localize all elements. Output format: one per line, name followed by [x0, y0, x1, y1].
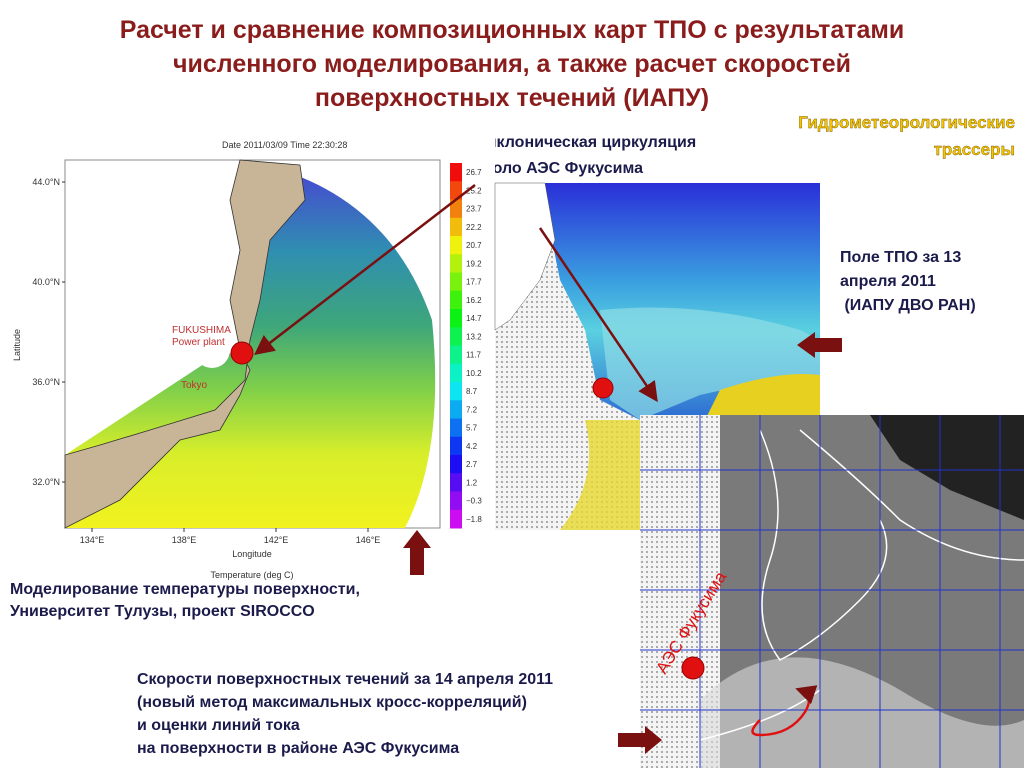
connector-arrow	[254, 184, 476, 356]
connector-arrow	[538, 227, 658, 403]
title-line: поверхностных течений (ИАПУ)	[315, 84, 709, 112]
colorbar-label: 23.7	[466, 205, 482, 214]
x-tick-label: 142°E	[264, 535, 289, 545]
colorbar-label: 7.2	[466, 405, 478, 414]
y-tick-label: 36.0°N	[32, 377, 60, 387]
colorbar-cell	[450, 163, 462, 182]
colorbar-cell	[450, 345, 462, 365]
plant-marker	[681, 656, 705, 680]
x-axis-label: Longitude	[232, 549, 272, 559]
land	[64, 159, 306, 529]
colorbar-title: Temperature (deg C)	[210, 570, 293, 580]
colorbar-label: 17.7	[466, 278, 482, 287]
model-caption: Университет Тулузы, проект SIROCCO	[10, 603, 315, 620]
y-tick-label: 32.0°N	[32, 477, 60, 487]
colorbar-label: 13.2	[466, 332, 482, 341]
colorbar-label: 5.7	[466, 424, 478, 433]
y-tick-label: 44.0°N	[32, 177, 60, 187]
y-axis-label: Latitude	[12, 329, 22, 361]
y-tick-label: 40.0°N	[32, 277, 60, 287]
colorbar-cell	[450, 382, 462, 401]
currents-caption: на поверхности в районе АЭС Фукусима	[137, 740, 459, 757]
plant-marker	[592, 377, 614, 399]
currents-map: АЭС Фукусима	[640, 415, 1024, 768]
tick-group: 44.0°N 40.0°N 36.0°N 32.0°N 134°E 138°E 142°E 1…	[32, 163, 482, 545]
colorbar-label: 1.2	[466, 478, 478, 487]
model-map: Date 2011/03/09 Time 22:30:28 FUKUSHIMA …	[0, 130, 495, 600]
colorbar-cell	[450, 327, 462, 346]
colorbar-cell	[450, 436, 462, 456]
x-tick-label: 138°E	[172, 535, 197, 545]
colorbar-cell	[450, 272, 462, 292]
colorbar-label: 4.2	[466, 442, 478, 451]
sst-caption: Поле ТПО за 13	[840, 249, 961, 266]
colorbar-label: 14.7	[466, 314, 482, 323]
currents-caption: и оценки линий тока	[137, 717, 300, 734]
warm-water	[700, 657, 1024, 768]
colorbar-cell	[450, 363, 462, 383]
grid	[640, 415, 1024, 768]
tracers-label: Гидрометеорологические	[798, 113, 1015, 132]
city-label: Tokyo	[181, 380, 208, 391]
sst-caption: апреля 2011	[840, 273, 936, 290]
cyclone-label: Циклоническая циркуляция	[475, 134, 696, 151]
colorbar-cell	[450, 290, 462, 310]
plant-label: FUKUSHIMA	[172, 325, 231, 336]
currents-caption: Скорости поверхностных течений за 14 апр…	[137, 671, 553, 688]
map-header: Date 2011/03/09 Time 22:30:28	[222, 140, 347, 150]
colorbar-label: 26.7	[466, 168, 482, 177]
colorbar-label: −1.8	[466, 515, 482, 524]
coast	[494, 182, 556, 331]
x-tick-label: 134°E	[80, 535, 105, 545]
x-tick-label: 146°E	[356, 535, 381, 545]
streamline	[799, 429, 1024, 561]
eddy-arrow	[751, 685, 818, 737]
plant-label: Power plant	[172, 337, 225, 348]
colorbar-label: 22.2	[466, 223, 482, 232]
colorbar-label: 19.2	[466, 259, 482, 268]
plant-notch	[194, 332, 230, 368]
sst-caption: (ИАПУ ДВО РАН)	[840, 297, 976, 314]
pointer-arrow	[797, 332, 842, 358]
colorbar-cell	[450, 509, 462, 529]
colorbar-label: 10.2	[466, 369, 482, 378]
pointer-arrow	[403, 530, 431, 575]
warm-coast	[560, 420, 640, 530]
colorbar-label: 11.7	[466, 351, 482, 360]
colorbar-cell	[450, 217, 462, 237]
colorbar-cell	[450, 199, 462, 219]
colorbar-cell	[450, 418, 462, 438]
streamline	[759, 429, 888, 661]
colorbar-label: −0.3	[466, 497, 482, 506]
colorbar-label: 25.2	[466, 186, 482, 195]
cloud	[870, 415, 1024, 520]
colorbar-label: 2.7	[466, 460, 478, 469]
colorbar-cell	[450, 236, 462, 255]
plant-marker	[230, 341, 254, 365]
colorbar-cell	[450, 400, 462, 419]
cyclone-label: около АЭС Фукусима	[475, 160, 643, 177]
title-line: численного моделирования, а также расчет…	[173, 50, 851, 78]
colorbar-cell	[450, 473, 462, 492]
title-line: Расчет и сравнение композиционных карт Т…	[120, 16, 905, 44]
colorbar-cell	[450, 309, 462, 328]
model-caption: Моделирование температуры поверхности,	[10, 581, 360, 598]
tracers-label: трассеры	[934, 140, 1015, 159]
colorbar-cell	[450, 455, 462, 474]
colorbar-label: 8.7	[466, 387, 478, 396]
colorbar-cell	[450, 491, 462, 511]
colorbar-label: 20.7	[466, 241, 482, 250]
colorbar-cell	[450, 181, 462, 200]
currents-caption: (новый метод максимальных кросс-корреляц…	[137, 694, 527, 711]
colorbar-cell	[450, 254, 462, 273]
pointer-arrow	[618, 726, 662, 754]
colorbar-label: 16.2	[466, 296, 482, 305]
